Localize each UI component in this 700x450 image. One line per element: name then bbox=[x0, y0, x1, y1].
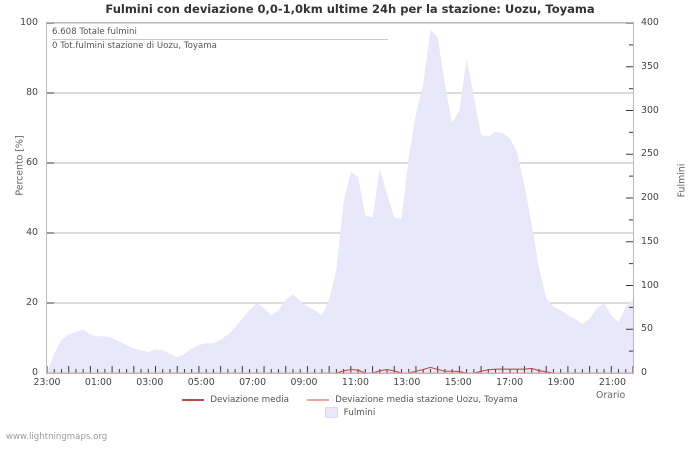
y-axis-right-tick-label: 300 bbox=[641, 104, 659, 116]
x-axis-tick-label: 03:00 bbox=[136, 377, 164, 388]
y-axis-left-tick-label: 20 bbox=[26, 297, 38, 308]
chart-legend: Deviazione media Deviazione media stazio… bbox=[0, 393, 700, 419]
x-axis-tick-label: 11:00 bbox=[341, 377, 369, 388]
legend-swatch-box-icon bbox=[324, 407, 338, 418]
y-axis-right-tick-label: 0 bbox=[641, 367, 647, 378]
x-axis-tick-label: 07:00 bbox=[239, 377, 267, 388]
y-axis-right-tick-label: 100 bbox=[641, 279, 659, 291]
x-axis-tick-label: 01:00 bbox=[84, 377, 112, 388]
x-axis-tick-label: 09:00 bbox=[290, 377, 318, 388]
chart-title: Fulmini con deviazione 0,0-1,0km ultime … bbox=[105, 2, 595, 16]
legend-swatch-line-icon bbox=[182, 398, 205, 401]
x-axis-tick-label: 13:00 bbox=[393, 377, 421, 388]
legend-label: Deviazione media stazione Uozu, Toyama bbox=[335, 394, 518, 405]
y-axis-left-tick-label: 0 bbox=[32, 367, 38, 378]
x-axis-tick-label: 15:00 bbox=[444, 377, 472, 388]
legend-swatch-line-icon bbox=[307, 398, 330, 401]
legend-label: Deviazione media bbox=[210, 394, 290, 405]
y-axis-left-tick-label: 80 bbox=[26, 87, 38, 98]
y-axis-left-tick-label: 60 bbox=[26, 157, 38, 168]
y-axis-left-tick-label: 40 bbox=[26, 227, 38, 238]
legend-item-deviazione-media[interactable]: Deviazione media bbox=[182, 395, 289, 405]
footer-source: www.lightningmaps.org bbox=[6, 432, 108, 442]
legend-label: Fulmini bbox=[343, 407, 376, 418]
y-axis-right-tick-label: 350 bbox=[641, 60, 659, 72]
x-axis-label: Orario bbox=[596, 390, 626, 401]
y-axis-right-tick-label: 150 bbox=[641, 235, 659, 247]
legend-item-fulmini[interactable]: Fulmini bbox=[324, 407, 376, 418]
x-axis-tick-label: 19:00 bbox=[547, 377, 575, 388]
y-axis-right-tick-label: 250 bbox=[641, 148, 659, 160]
x-axis-tick-label: 05:00 bbox=[187, 377, 215, 388]
x-axis-tick-label: 23:00 bbox=[33, 377, 61, 388]
legend-row-2: Fulmini bbox=[0, 406, 700, 419]
y-axis-right-tick-label: 200 bbox=[641, 192, 659, 203]
x-axis-tick-label: 21:00 bbox=[598, 377, 626, 388]
y-axis-right-tick-label: 50 bbox=[641, 323, 653, 335]
legend-row-1: Deviazione media Deviazione media stazio… bbox=[0, 393, 700, 406]
plot-area bbox=[46, 22, 634, 374]
y-axis-right-tick-label: 400 bbox=[641, 17, 659, 28]
legend-item-deviazione-media-stazione[interactable]: Deviazione media stazione Uozu, Toyama bbox=[307, 395, 518, 405]
y-axis-left-tick-label: 100 bbox=[20, 17, 38, 28]
x-axis-tick-label: 17:00 bbox=[496, 377, 524, 388]
plot-svg bbox=[47, 23, 633, 373]
